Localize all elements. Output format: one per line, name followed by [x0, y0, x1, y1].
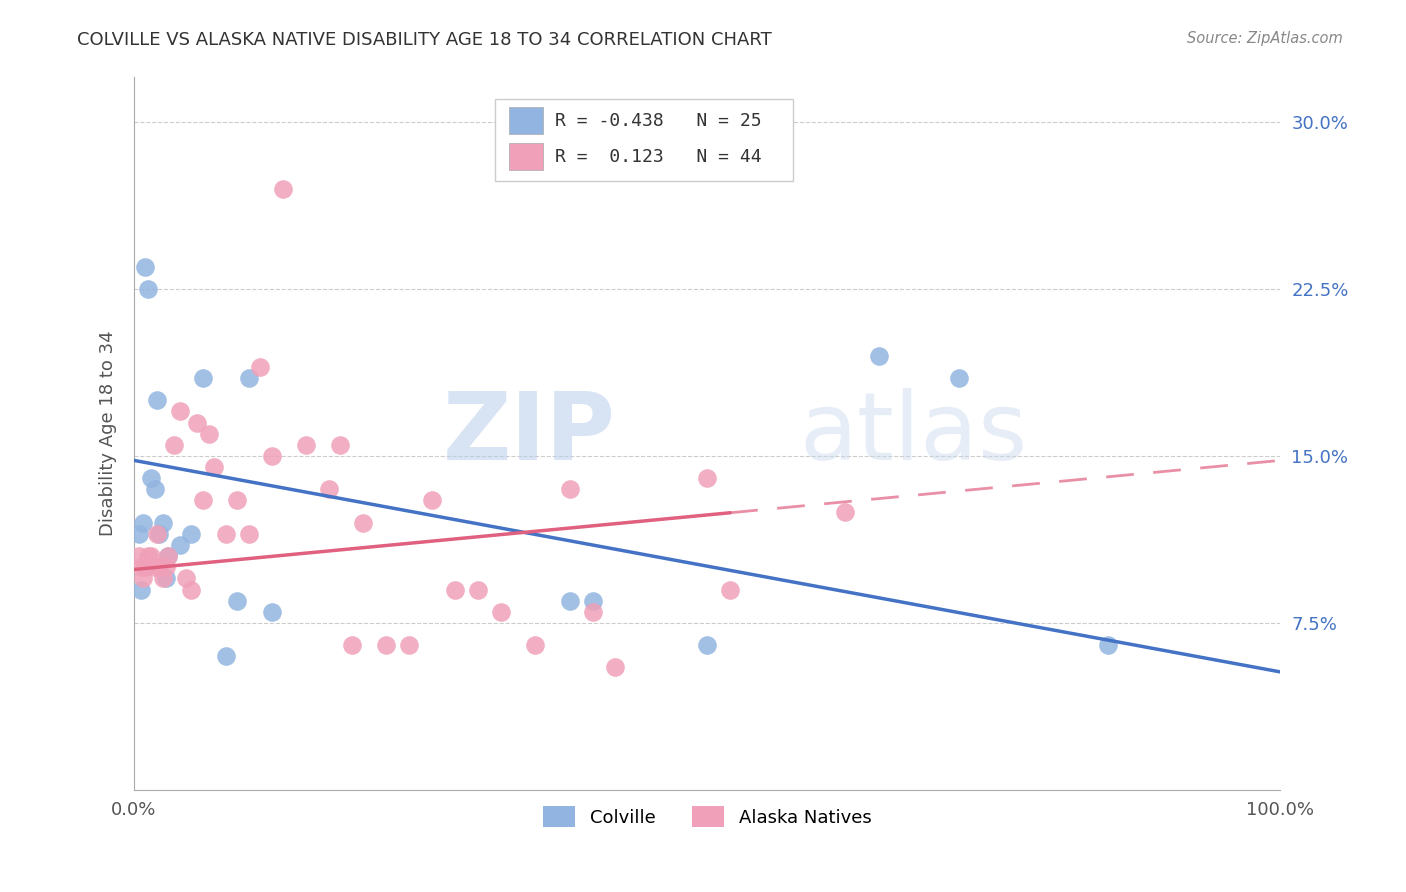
Point	[143, 483, 166, 497]
Point	[134, 560, 156, 574]
Point	[132, 516, 155, 530]
Point	[191, 493, 214, 508]
Point	[136, 549, 159, 563]
Point	[260, 605, 283, 619]
Point	[148, 560, 170, 574]
Point	[169, 404, 191, 418]
Point	[318, 483, 340, 497]
Point	[249, 359, 271, 374]
Text: R = -0.438   N = 25: R = -0.438 N = 25	[555, 112, 761, 130]
Point	[375, 638, 398, 652]
Point	[467, 582, 489, 597]
Point	[180, 527, 202, 541]
Point	[696, 471, 718, 485]
Point	[215, 527, 238, 541]
Point	[352, 516, 374, 530]
Point	[226, 593, 249, 607]
Bar	[509, 143, 543, 170]
Point	[146, 527, 169, 541]
Point	[718, 582, 741, 597]
Point	[157, 549, 180, 563]
Text: Source: ZipAtlas.com: Source: ZipAtlas.com	[1187, 31, 1343, 46]
Point	[398, 638, 420, 652]
Point	[197, 426, 219, 441]
Point	[329, 438, 352, 452]
Text: R =  0.123   N = 44: R = 0.123 N = 44	[555, 147, 761, 166]
Point	[215, 649, 238, 664]
Point	[128, 527, 150, 541]
Point	[948, 371, 970, 385]
Point	[174, 571, 197, 585]
Point	[157, 549, 180, 563]
Point	[340, 638, 363, 652]
Text: COLVILLE VS ALASKA NATIVE DISABILITY AGE 18 TO 34 CORRELATION CHART: COLVILLE VS ALASKA NATIVE DISABILITY AGE…	[77, 31, 772, 49]
Point	[169, 538, 191, 552]
Point	[834, 505, 856, 519]
Text: atlas: atlas	[799, 388, 1028, 480]
Point	[155, 571, 177, 585]
Point	[136, 282, 159, 296]
Point	[489, 605, 512, 619]
Point	[191, 371, 214, 385]
Point	[134, 260, 156, 274]
Point	[129, 560, 152, 574]
Legend: Colville, Alaska Natives: Colville, Alaska Natives	[536, 799, 879, 834]
FancyBboxPatch shape	[495, 99, 793, 181]
Point	[141, 471, 163, 485]
Point	[141, 549, 163, 563]
Point	[238, 527, 260, 541]
Point	[143, 560, 166, 574]
Text: ZIP: ZIP	[443, 388, 616, 480]
Point	[146, 393, 169, 408]
Y-axis label: Disability Age 18 to 34: Disability Age 18 to 34	[100, 331, 117, 536]
Point	[202, 460, 225, 475]
Point	[152, 516, 174, 530]
Point	[155, 560, 177, 574]
Point	[558, 483, 581, 497]
Point	[129, 582, 152, 597]
Point	[238, 371, 260, 385]
Point	[1097, 638, 1119, 652]
Point	[444, 582, 467, 597]
Point	[226, 493, 249, 508]
Point	[581, 605, 603, 619]
Point	[558, 593, 581, 607]
Point	[128, 549, 150, 563]
Point	[148, 527, 170, 541]
Point	[132, 571, 155, 585]
Point	[420, 493, 443, 508]
Point	[260, 449, 283, 463]
Point	[295, 438, 318, 452]
Point	[152, 571, 174, 585]
Point	[605, 660, 627, 674]
Point	[581, 593, 603, 607]
Point	[163, 438, 186, 452]
Point	[186, 416, 208, 430]
Point	[696, 638, 718, 652]
Point	[180, 582, 202, 597]
Point	[271, 182, 294, 196]
Point	[524, 638, 547, 652]
Bar	[509, 107, 543, 135]
Point	[868, 349, 890, 363]
